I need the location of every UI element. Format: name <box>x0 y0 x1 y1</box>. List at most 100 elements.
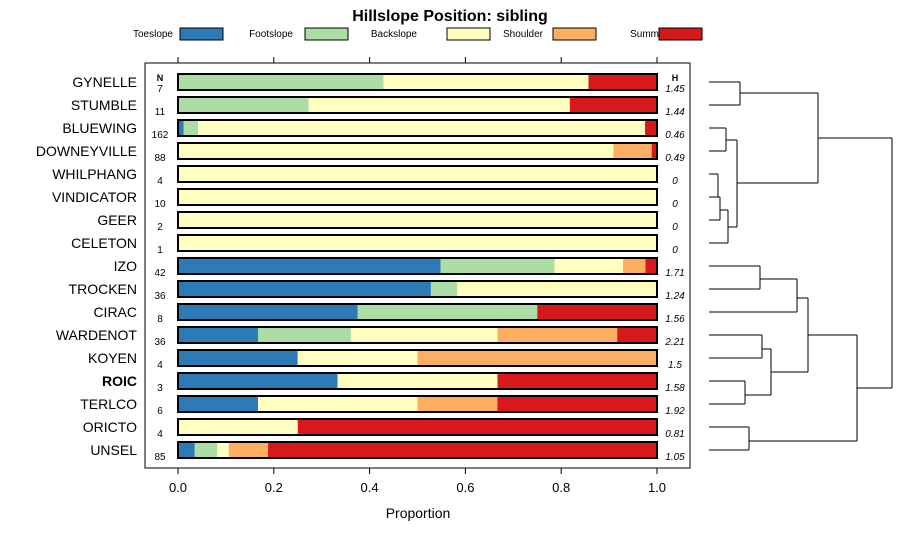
category-label-stumble: STUMBLE <box>71 97 137 113</box>
bar-downeyville-summit <box>651 143 657 159</box>
n-value-geer: 2 <box>157 222 163 233</box>
bar-wardenot-footslope <box>257 327 351 343</box>
bar-koyen-shoulder <box>417 350 657 366</box>
bar-koyen-toeslope <box>178 350 298 366</box>
category-label-roic: ROIC <box>102 373 137 389</box>
bar-oricto-summit <box>297 419 657 435</box>
bar-trocken-toeslope <box>178 281 431 297</box>
x-tick-label-5: 1.0 <box>648 480 666 495</box>
bar-outline-terlco <box>177 395 658 413</box>
bar-cirac-footslope <box>357 304 538 320</box>
n-value-celeton: 1 <box>157 245 163 256</box>
n-value-unsel: 85 <box>154 452 166 463</box>
x-tick-label-1: 0.2 <box>265 480 283 495</box>
bar-unsel-summit <box>268 442 657 458</box>
bar-unsel-backslope <box>217 442 229 458</box>
bar-outline-vindicator <box>177 188 658 206</box>
h-value-roic: 1.58 <box>665 383 685 394</box>
h-value-unsel: 1.05 <box>665 452 685 463</box>
x-tick-label-0: 0.0 <box>169 480 187 495</box>
bar-terlco-toeslope <box>178 396 258 412</box>
bar-outline-bluewing <box>177 119 658 137</box>
bar-outline-gynelle <box>177 73 658 91</box>
h-value-celeton: 0 <box>672 245 678 256</box>
h-value-izo: 1.71 <box>665 268 684 279</box>
category-label-oricto: ORICTO <box>83 419 137 435</box>
bar-bluewing-toeslope <box>178 120 184 136</box>
bars <box>177 73 658 459</box>
bar-unsel-toeslope <box>178 442 195 458</box>
legend: Toeslope Footslope Backslope Shoulder Summit <box>133 27 703 41</box>
bar-outline-roic <box>177 372 658 390</box>
category-label-gynelle: GYNELLE <box>72 74 137 90</box>
legend-label-footslope: Footslope <box>249 29 293 40</box>
bar-gynelle-backslope <box>383 74 589 90</box>
bar-bluewing-summit <box>645 120 657 136</box>
category-label-celeton: CELETON <box>71 235 137 251</box>
category-labels: GYNELLE STUMBLE BLUEWING DOWNEYVILLE WHILPHA… <box>36 74 138 458</box>
bar-roic-backslope <box>337 373 498 389</box>
category-label-bluewing: BLUEWING <box>62 120 137 136</box>
bar-izo-footslope <box>440 258 555 274</box>
bar-stumble-summit <box>569 97 657 113</box>
category-label-trocken: TROCKEN <box>69 281 137 297</box>
bar-downeyville-shoulder <box>613 143 652 159</box>
legend-swatch-toeslope <box>179 27 224 41</box>
x-axis-label: Proportion <box>386 505 451 521</box>
bar-outline-trocken <box>177 280 658 298</box>
legend-swatch-backslope <box>446 27 491 41</box>
x-tick-label-3: 0.6 <box>456 480 474 495</box>
x-axis: 0.0 0.2 0.4 0.6 0.8 1.0 <box>169 468 666 495</box>
n-value-bluewing: 162 <box>152 130 169 141</box>
category-label-unsel: UNSEL <box>90 442 137 458</box>
bar-izo-toeslope <box>178 258 441 274</box>
n-column-header: N <box>157 73 164 83</box>
bar-unsel-shoulder <box>228 442 269 458</box>
category-label-izo: IZO <box>114 258 137 274</box>
n-value-gynelle: 7 <box>157 84 163 95</box>
top-ticks <box>177 57 658 63</box>
n-value-downeyville: 88 <box>154 153 166 164</box>
n-value-cirac: 8 <box>157 314 163 325</box>
bar-vindicator-backslope <box>178 189 657 205</box>
n-value-whilphang: 4 <box>157 176 163 187</box>
h-value-terlco: 1.92 <box>665 406 685 417</box>
bar-wardenot-backslope <box>350 327 498 343</box>
bar-izo-backslope <box>554 258 623 274</box>
n-value-oricto: 4 <box>157 429 163 440</box>
n-value-terlco: 6 <box>157 406 163 417</box>
dendrogram <box>709 81 893 451</box>
h-value-whilphang: 0 <box>672 176 678 187</box>
category-label-whilphang: WHILPHANG <box>52 166 137 182</box>
bar-outline-izo <box>177 257 658 275</box>
n-value-stumble: 11 <box>155 107 166 118</box>
bar-roic-toeslope <box>178 373 338 389</box>
bar-trocken-backslope <box>457 281 657 297</box>
bar-bluewing-backslope <box>198 120 646 136</box>
bar-outline-cirac <box>177 303 658 321</box>
n-value-wardenot: 36 <box>154 337 166 348</box>
x-tick-label-2: 0.4 <box>361 480 379 495</box>
bar-roic-summit <box>497 373 657 389</box>
h-value-wardenot: 2.21 <box>664 337 684 348</box>
category-label-vindicator: VINDICATOR <box>52 189 137 205</box>
bar-celeton-backslope <box>178 235 657 251</box>
bar-wardenot-summit <box>617 327 657 343</box>
bar-trocken-footslope <box>430 281 458 297</box>
plot-border <box>144 62 691 469</box>
bar-stumble-footslope <box>178 97 309 113</box>
bar-terlco-summit <box>497 396 657 412</box>
legend-swatch-summit <box>658 27 703 41</box>
bar-koyen-backslope <box>297 350 418 366</box>
bar-outline-downeyville <box>177 142 658 160</box>
n-value-vindicator: 10 <box>154 199 166 210</box>
category-label-geer: GEER <box>97 212 137 228</box>
h-value-oricto: 0.81 <box>665 429 684 440</box>
bar-outline-wardenot <box>177 326 658 344</box>
h-value-trocken: 1.24 <box>665 291 685 302</box>
bar-stumble-backslope <box>308 97 570 113</box>
bar-outline-koyen <box>177 349 658 367</box>
bar-gynelle-summit <box>588 74 657 90</box>
